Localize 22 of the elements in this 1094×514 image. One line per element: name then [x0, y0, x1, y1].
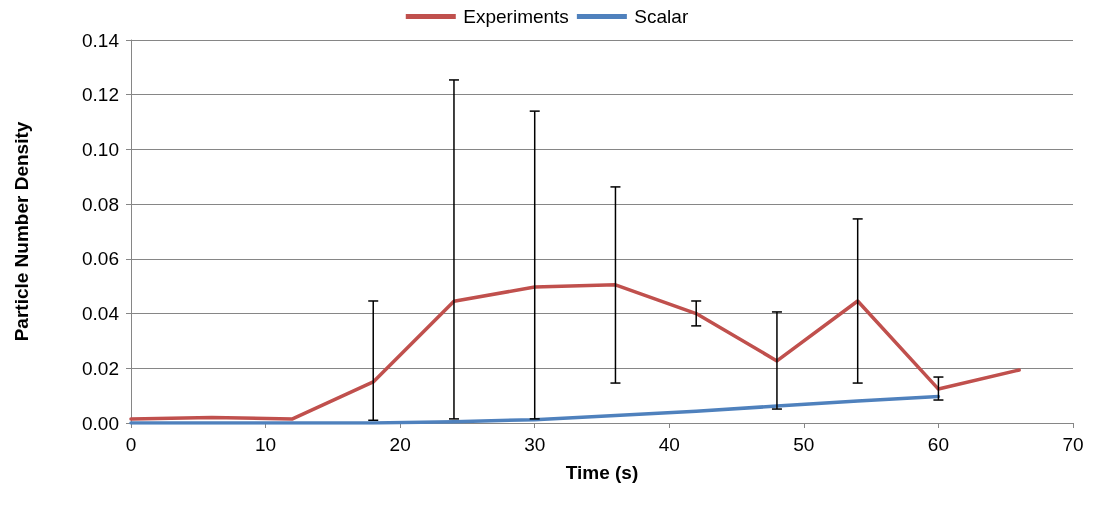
x-tick-label: 60 [927, 434, 949, 455]
x-tick-label: 50 [793, 434, 815, 455]
y-tick-label: 0.00 [82, 412, 119, 434]
x-tick-label: 40 [658, 434, 680, 455]
y-tick-label: 0.12 [82, 84, 119, 106]
x-tick-label: 70 [1062, 434, 1084, 455]
y-tick-label: 0.10 [82, 138, 119, 160]
x-tick-label: 30 [524, 434, 546, 455]
x-tick-label: 10 [255, 434, 277, 455]
line-series [129, 394, 941, 425]
y-tick-label: 0.06 [82, 248, 119, 270]
y-axis-title: Particle Number Density [11, 121, 32, 342]
x-tick-label: 0 [125, 434, 137, 455]
y-tick-label: 0.14 [82, 29, 120, 51]
y-tick-label: 0.08 [82, 193, 119, 215]
y-tick-label: 0.04 [82, 303, 120, 325]
x-axis-title: Time (s) [565, 462, 639, 483]
y-tick-label: 0.02 [82, 357, 119, 379]
legend-label: Scalar [634, 6, 689, 27]
x-tick-label: 20 [389, 434, 411, 455]
legend-label: Experiments [463, 6, 569, 27]
line-series [129, 283, 1021, 421]
